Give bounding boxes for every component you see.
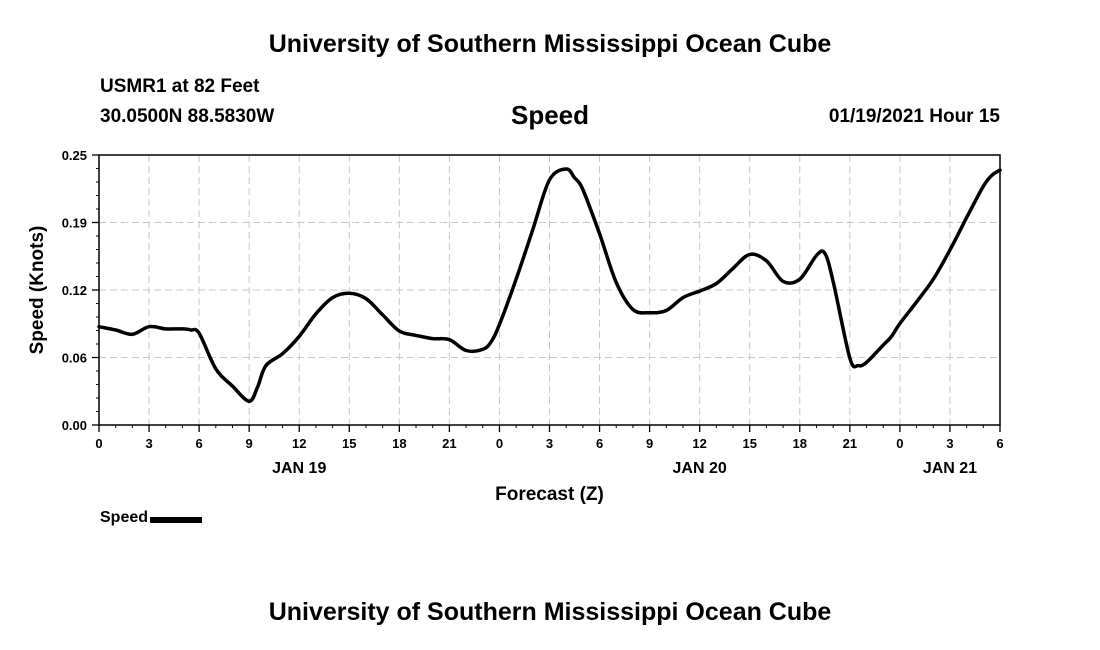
station-coordinates: 30.0500N 88.5830W bbox=[100, 106, 275, 127]
x-tick-label: 0 bbox=[95, 436, 102, 451]
y-tick-label: 0.06 bbox=[62, 351, 87, 366]
x-tick-label: 0 bbox=[896, 436, 903, 451]
x-tick-label: 15 bbox=[342, 436, 356, 451]
forecast-datetime: 01/19/2021 Hour 15 bbox=[828, 106, 1000, 127]
day-label: JAN 20 bbox=[673, 460, 727, 477]
y-tick-label: 0.19 bbox=[62, 216, 87, 231]
chart-title: Speed bbox=[510, 100, 590, 130]
x-axis-title: Forecast (Z) bbox=[495, 484, 604, 505]
day-labels: JAN 19 JAN 20 JAN 21 bbox=[272, 460, 977, 477]
x-tick-label: 21 bbox=[843, 436, 857, 451]
grid-lines bbox=[99, 155, 1000, 425]
legend-line-swatch bbox=[150, 516, 203, 523]
y-tick-label: 0.12 bbox=[62, 283, 87, 298]
x-tick-label: 12 bbox=[292, 436, 306, 451]
x-tick-label: 12 bbox=[692, 436, 706, 451]
day-label: JAN 21 bbox=[923, 460, 977, 477]
y-tick-label: 0.00 bbox=[62, 418, 87, 433]
major-ticks bbox=[92, 154, 1001, 432]
legend-label: Speed bbox=[100, 509, 149, 526]
x-tick-label: 3 bbox=[946, 436, 953, 451]
x-tick-label: 15 bbox=[742, 436, 756, 451]
day-label: JAN 19 bbox=[272, 460, 326, 477]
x-tick-label: 6 bbox=[596, 436, 603, 451]
footer-title: University of Southern Mississippi Ocean… bbox=[268, 598, 832, 626]
plot-frame bbox=[98, 154, 1001, 426]
x-tick-label: 3 bbox=[546, 436, 553, 451]
x-tick-label: 21 bbox=[442, 436, 456, 451]
legend: Speed bbox=[100, 509, 203, 527]
y-tick-labels: 0.00 0.06 0.12 0.19 0.25 bbox=[62, 148, 87, 433]
y-tick-label: 0.25 bbox=[62, 148, 87, 163]
x-tick-label: 9 bbox=[646, 436, 653, 451]
x-tick-label: 6 bbox=[195, 436, 202, 451]
x-tick-label: 9 bbox=[246, 436, 253, 451]
x-tick-label: 0 bbox=[496, 436, 503, 451]
x-tick-label: 18 bbox=[793, 436, 807, 451]
x-tick-label: 3 bbox=[145, 436, 152, 451]
x-tick-label: 18 bbox=[392, 436, 406, 451]
y-axis-title: Speed (Knots) bbox=[27, 226, 48, 355]
station-label: USMR1 at 82 Feet bbox=[100, 76, 260, 97]
page-title: University of Southern Mississippi Ocean… bbox=[268, 30, 832, 58]
speed-series-line bbox=[97, 167, 1002, 403]
x-tick-label: 6 bbox=[996, 436, 1003, 451]
x-tick-labels: 0 3 6 9 12 15 18 21 0 3 6 9 12 15 18 21 0 3 6 bbox=[95, 436, 1003, 451]
